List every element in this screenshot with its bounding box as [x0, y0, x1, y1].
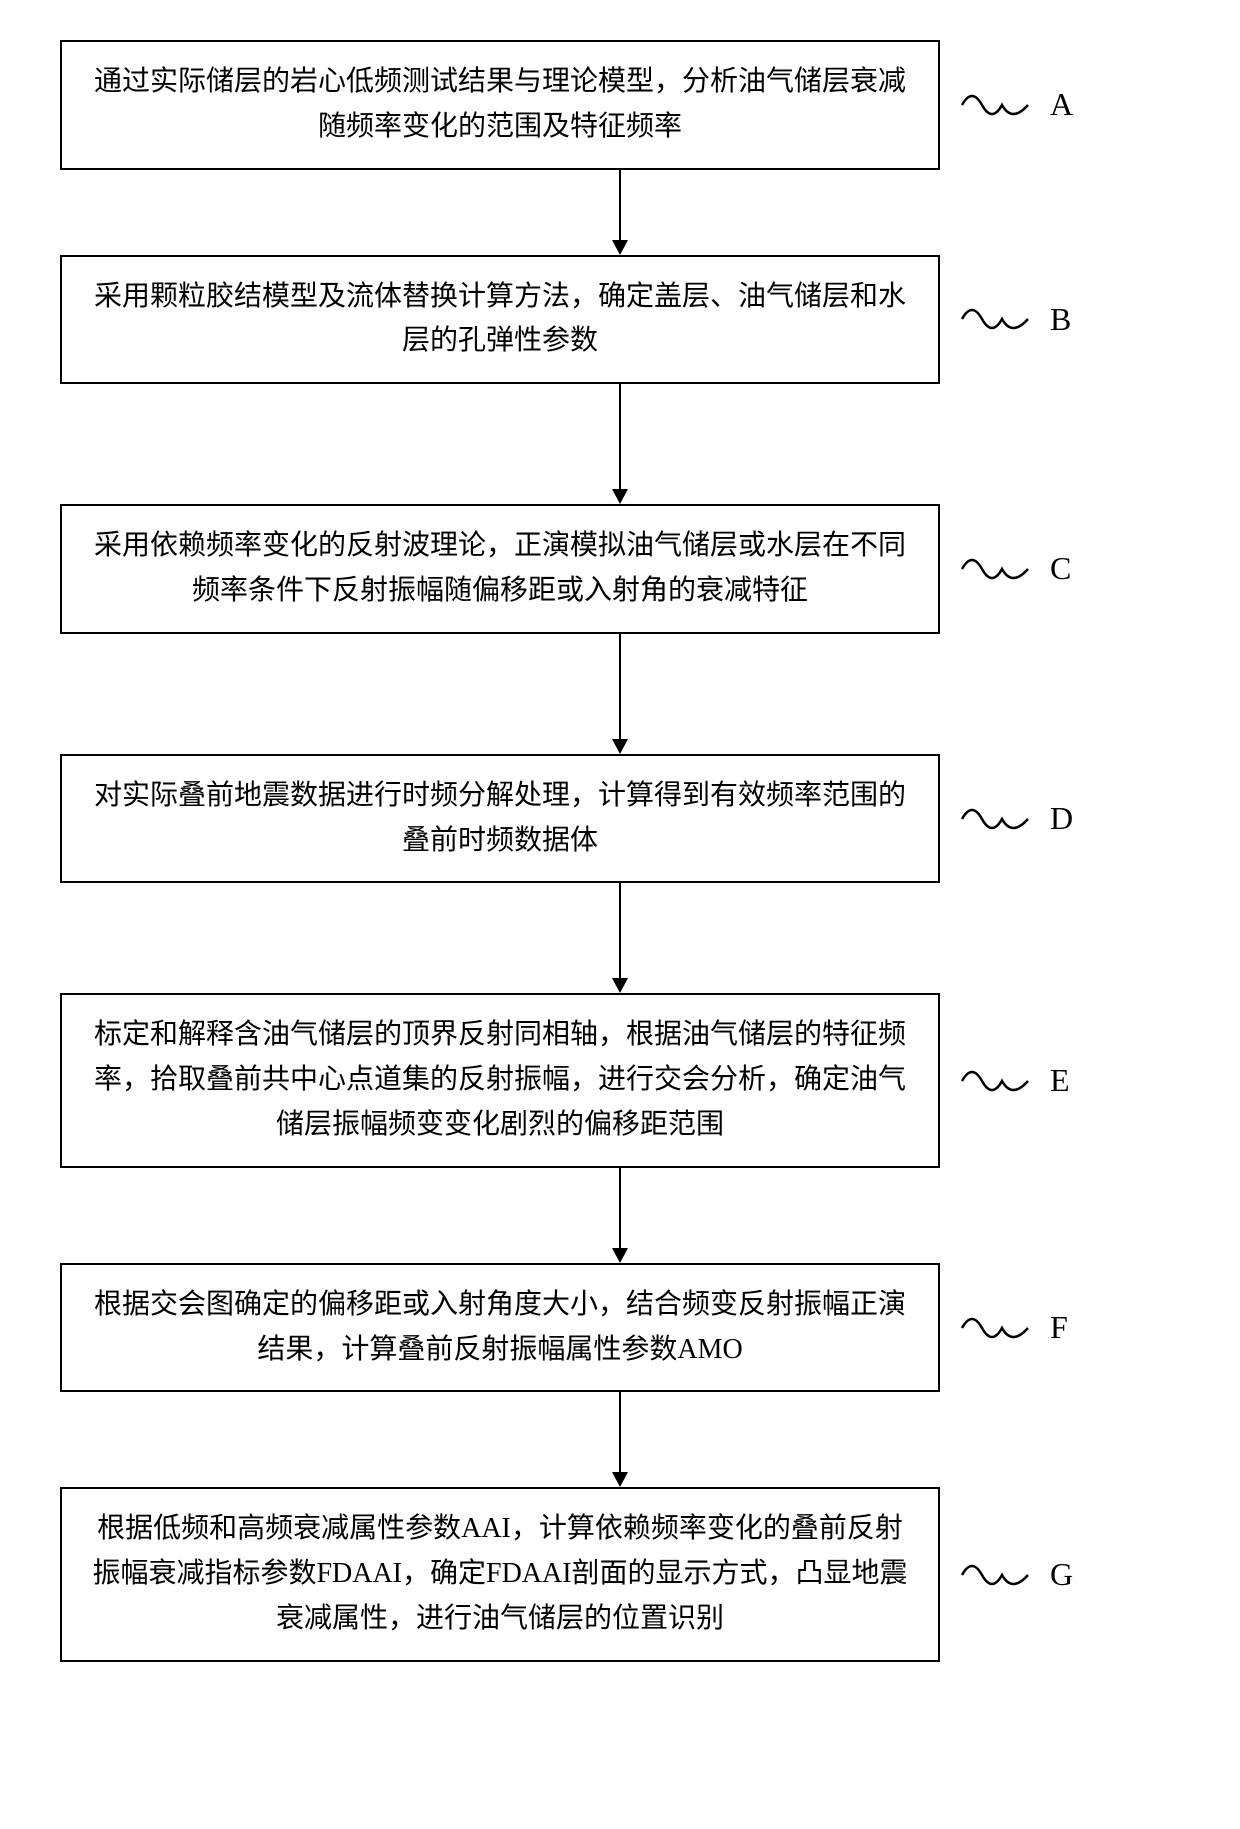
- step-label-d: D: [1050, 800, 1073, 837]
- step-row-d: 对实际叠前地震数据进行时频分解处理，计算得到有效频率范围的叠前时频数据体 D: [60, 754, 1180, 884]
- step-box-b: 采用颗粒胶结模型及流体替换计算方法，确定盖层、油气储层和水层的孔弹性参数: [60, 255, 940, 385]
- step-box-e: 标定和解释含油气储层的顶界反射同相轴，根据油气储层的特征频率，拾取叠前共中心点道…: [60, 993, 940, 1167]
- step-box-f: 根据交会图确定的偏移距或入射角度大小，结合频变反射振幅正演结果，计算叠前反射振幅…: [60, 1263, 940, 1393]
- step-text-e: 标定和解释含油气储层的顶界反射同相轴，根据油气储层的特征频率，拾取叠前共中心点道…: [94, 1019, 906, 1140]
- step-label-c: C: [1050, 550, 1071, 587]
- step-row-c: 采用依赖频率变化的反射波理论，正演模拟油气储层或水层在不同频率条件下反射振幅随偏…: [60, 504, 1180, 634]
- arrow-e-f: [180, 1168, 1060, 1263]
- step-box-d: 对实际叠前地震数据进行时频分解处理，计算得到有效频率范围的叠前时频数据体: [60, 754, 940, 884]
- label-area-f: F: [960, 1308, 1180, 1348]
- step-label-b: B: [1050, 301, 1071, 338]
- label-area-a: A: [960, 85, 1180, 125]
- step-label-e: E: [1050, 1062, 1070, 1099]
- wave-icon: [960, 1308, 1030, 1348]
- arrow-f-g: [180, 1392, 1060, 1487]
- wave-icon: [960, 549, 1030, 589]
- wave-icon: [960, 799, 1030, 839]
- label-area-g: G: [960, 1555, 1180, 1595]
- step-box-c: 采用依赖频率变化的反射波理论，正演模拟油气储层或水层在不同频率条件下反射振幅随偏…: [60, 504, 940, 634]
- step-row-b: 采用颗粒胶结模型及流体替换计算方法，确定盖层、油气储层和水层的孔弹性参数 B: [60, 255, 1180, 385]
- step-label-a: A: [1050, 86, 1073, 123]
- step-row-e: 标定和解释含油气储层的顶界反射同相轴，根据油气储层的特征频率，拾取叠前共中心点道…: [60, 993, 1180, 1167]
- label-area-b: B: [960, 299, 1180, 339]
- step-text-g: 根据低频和高频衰减属性参数AAI，计算依赖频率变化的叠前反射振幅衰减指标参数FD…: [92, 1513, 907, 1634]
- wave-icon: [960, 1555, 1030, 1595]
- arrow-a-b: [180, 170, 1060, 255]
- arrow-d-e: [180, 883, 1060, 993]
- wave-icon: [960, 1061, 1030, 1101]
- step-box-g: 根据低频和高频衰减属性参数AAI，计算依赖频率变化的叠前反射振幅衰减指标参数FD…: [60, 1487, 940, 1661]
- arrow-c-d: [180, 634, 1060, 754]
- step-label-g: G: [1050, 1556, 1073, 1593]
- flowchart-container: 通过实际储层的岩心低频测试结果与理论模型，分析油气储层衰减随频率变化的范围及特征…: [60, 40, 1180, 1662]
- wave-icon: [960, 299, 1030, 339]
- step-label-f: F: [1050, 1309, 1068, 1346]
- step-row-f: 根据交会图确定的偏移距或入射角度大小，结合频变反射振幅正演结果，计算叠前反射振幅…: [60, 1263, 1180, 1393]
- step-row-a: 通过实际储层的岩心低频测试结果与理论模型，分析油气储层衰减随频率变化的范围及特征…: [60, 40, 1180, 170]
- label-area-d: D: [960, 799, 1180, 839]
- label-area-c: C: [960, 549, 1180, 589]
- step-text-d: 对实际叠前地震数据进行时频分解处理，计算得到有效频率范围的叠前时频数据体: [94, 780, 906, 856]
- step-text-f: 根据交会图确定的偏移距或入射角度大小，结合频变反射振幅正演结果，计算叠前反射振幅…: [94, 1289, 906, 1365]
- label-area-e: E: [960, 1061, 1180, 1101]
- step-row-g: 根据低频和高频衰减属性参数AAI，计算依赖频率变化的叠前反射振幅衰减指标参数FD…: [60, 1487, 1180, 1661]
- step-text-c: 采用依赖频率变化的反射波理论，正演模拟油气储层或水层在不同频率条件下反射振幅随偏…: [94, 530, 906, 606]
- step-box-a: 通过实际储层的岩心低频测试结果与理论模型，分析油气储层衰减随频率变化的范围及特征…: [60, 40, 940, 170]
- step-text-a: 通过实际储层的岩心低频测试结果与理论模型，分析油气储层衰减随频率变化的范围及特征…: [94, 66, 906, 142]
- arrow-b-c: [180, 384, 1060, 504]
- wave-icon: [960, 85, 1030, 125]
- step-text-b: 采用颗粒胶结模型及流体替换计算方法，确定盖层、油气储层和水层的孔弹性参数: [94, 281, 906, 357]
